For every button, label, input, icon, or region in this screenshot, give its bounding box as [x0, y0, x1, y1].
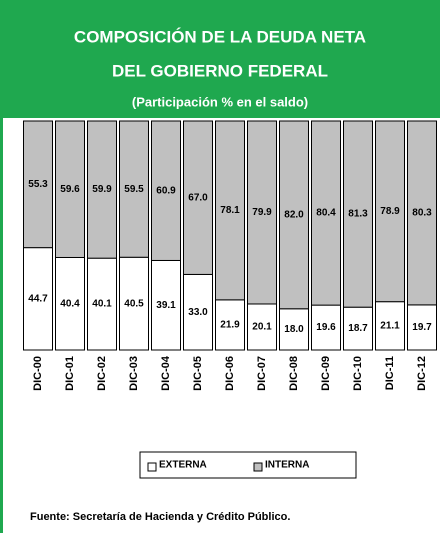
bar-segment — [279, 120, 309, 310]
bar-segment — [247, 303, 277, 351]
x-tick-label: DIC-12 — [416, 356, 428, 391]
x-tick-label: DIC-00 — [32, 356, 44, 391]
legend-label: INTERNA — [265, 460, 309, 471]
bar-segment — [343, 120, 373, 308]
value-label: 81.3 — [348, 209, 368, 220]
value-label: 21.9 — [220, 320, 240, 331]
bar-segment — [87, 257, 117, 351]
value-label: 60.9 — [156, 185, 176, 196]
value-label: 44.7 — [28, 293, 48, 304]
legend-box — [139, 451, 357, 479]
bar-segment — [407, 120, 437, 306]
header-band — [0, 0, 440, 118]
x-tick-label: DIC-10 — [352, 356, 364, 391]
value-label: 18.0 — [284, 324, 304, 335]
value-label: 55.3 — [28, 179, 48, 190]
value-label: 20.1 — [252, 322, 272, 333]
value-label: 18.7 — [348, 323, 368, 334]
x-tick-label: DIC-02 — [96, 356, 108, 391]
x-tick-label: DIC-06 — [224, 356, 236, 391]
legend-label: EXTERNA — [159, 460, 207, 471]
x-tick-label: DIC-07 — [256, 356, 268, 391]
value-label: 80.4 — [316, 208, 336, 219]
value-label: 21.1 — [380, 320, 400, 331]
bar-segment — [23, 247, 53, 351]
x-tick-label: DIC-04 — [160, 355, 172, 391]
x-tick-label: DIC-09 — [320, 356, 332, 391]
bar-segment — [55, 256, 85, 351]
bar-segment — [311, 304, 341, 351]
legend-swatch — [253, 462, 263, 472]
x-tick-label: DIC-08 — [288, 356, 300, 391]
chart-title: COMPOSICIÓN DE LA DEUDA NETA — [74, 27, 366, 46]
chart-subtitle: (Participación % en el saldo) — [132, 94, 308, 109]
bar-segment — [343, 306, 373, 351]
bar-segment — [215, 120, 245, 301]
value-label: 33.0 — [188, 307, 208, 318]
value-label: 19.6 — [316, 322, 336, 333]
value-label: 78.1 — [220, 205, 240, 216]
value-label: 40.5 — [124, 298, 144, 309]
bar-segment — [23, 120, 53, 249]
value-label: 19.7 — [412, 322, 432, 333]
value-label: 78.9 — [380, 206, 400, 217]
bar-segment — [311, 120, 341, 306]
chart-title: DEL GOBIERNO FEDERAL — [112, 61, 328, 80]
bar-segment — [183, 120, 213, 275]
value-label: 59.6 — [60, 184, 80, 195]
x-tick-label: DIC-01 — [64, 356, 76, 391]
bar-segment — [183, 273, 213, 351]
x-tick-label: DIC-03 — [128, 356, 140, 391]
bar-segment — [375, 301, 405, 351]
legend-swatch — [147, 462, 157, 472]
value-label: 59.9 — [92, 184, 112, 195]
value-label: 40.4 — [60, 298, 80, 309]
bar-segment — [55, 120, 85, 258]
source-note: Fuente: Secretaría de Hacienda y Crédito… — [30, 511, 290, 523]
value-label: 39.1 — [156, 300, 176, 311]
bar-segment — [247, 120, 277, 305]
bar-segment — [151, 120, 181, 261]
value-label: 80.3 — [412, 208, 432, 219]
value-label: 67.0 — [188, 192, 208, 203]
value-label: 40.1 — [92, 299, 112, 310]
x-tick-label: DIC-11 — [384, 356, 396, 390]
bar-segment — [407, 304, 437, 351]
value-label: 59.5 — [124, 184, 144, 195]
bar-segment — [119, 120, 149, 258]
x-tick-label: DIC-05 — [192, 356, 204, 391]
value-label: 82.0 — [284, 210, 304, 221]
bar-segment — [119, 256, 149, 351]
bar-segment — [87, 120, 117, 259]
value-label: 79.9 — [252, 207, 272, 218]
bar-segment — [279, 308, 309, 351]
bar-segment — [375, 120, 405, 303]
